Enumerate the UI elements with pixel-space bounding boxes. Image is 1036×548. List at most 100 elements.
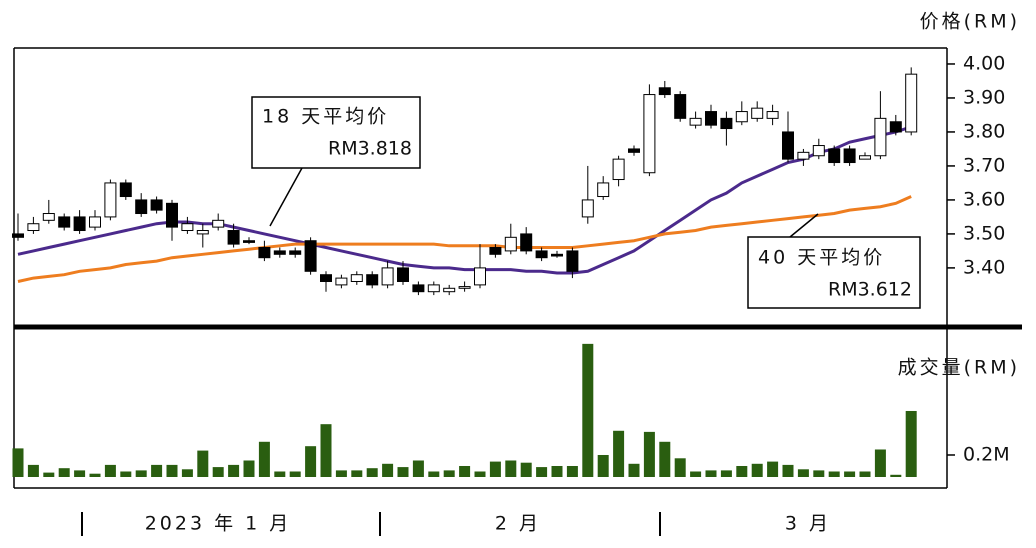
candle-body <box>612 158 625 181</box>
candle-body <box>566 250 579 272</box>
candle-body <box>42 213 55 221</box>
candle-body <box>520 233 533 252</box>
candle-body <box>474 267 486 286</box>
volume-bar <box>104 464 116 477</box>
y-tick-label: 0.2M <box>963 443 1010 465</box>
y-axis-title: 成交量(RM) <box>898 357 1020 379</box>
volume-bar <box>305 446 317 477</box>
volume-bar <box>828 471 840 477</box>
volume-bar <box>258 441 270 477</box>
volume-bar <box>474 471 486 477</box>
volume-bar <box>566 465 578 477</box>
volume-bar <box>489 461 501 477</box>
volume-bar <box>228 464 240 477</box>
candle-body <box>166 202 178 228</box>
volume-bar <box>659 441 671 477</box>
candle-body <box>843 148 856 164</box>
leader-line <box>789 213 819 238</box>
volume-bar <box>166 464 178 477</box>
candle-body <box>705 111 717 126</box>
volume-bar <box>120 471 132 477</box>
candle-body <box>720 117 733 130</box>
annotation-box <box>251 96 421 169</box>
candle-body <box>458 286 471 289</box>
volume-bar <box>428 471 440 477</box>
volume-bar <box>844 471 856 477</box>
candle-body <box>674 94 687 119</box>
y-tick-label: 3.50 <box>963 222 1005 244</box>
volume-bar <box>797 469 809 477</box>
volume-bar <box>720 470 732 477</box>
candle-body <box>535 250 548 259</box>
candle-body <box>874 117 887 157</box>
volume-bar <box>212 467 224 477</box>
volume-bar <box>151 464 163 477</box>
candle-body <box>812 145 825 157</box>
volume-bar <box>505 460 517 477</box>
candle-body <box>905 73 918 133</box>
candle-body <box>89 216 101 228</box>
candle-body <box>73 216 86 232</box>
volume-bar <box>859 471 871 477</box>
candle-body <box>443 287 456 293</box>
volume-bar <box>382 463 394 477</box>
candle-body <box>150 199 163 211</box>
volume-bar <box>74 470 86 477</box>
volume-bar <box>582 343 594 477</box>
candle-body <box>797 151 810 160</box>
x-label: 2023 年 1 月 <box>145 513 292 535</box>
candle-body <box>335 277 348 286</box>
candle-body <box>135 199 148 215</box>
candle-body <box>320 274 332 282</box>
volume-bar <box>58 468 70 477</box>
candle-body <box>27 223 40 232</box>
candle-body <box>581 199 594 218</box>
candle-body <box>119 182 132 198</box>
volume-bar <box>12 448 24 477</box>
candle-body <box>889 121 902 133</box>
candle-body <box>427 284 440 293</box>
volume-bar <box>412 460 424 477</box>
volume-bar <box>520 462 532 477</box>
volume-bar <box>274 471 286 477</box>
volume-bar <box>597 454 609 477</box>
volume-bar <box>443 470 455 477</box>
y-axis-title: 价格(RM) <box>920 11 1020 33</box>
candle-body <box>551 253 563 257</box>
y-tick-label: 3.70 <box>963 154 1005 176</box>
candle-body <box>181 223 194 232</box>
volume-bar <box>243 460 255 477</box>
annotation: 40 天平均价 <box>758 247 885 269</box>
volume-bar <box>89 473 101 477</box>
y-tick-label: 3.80 <box>963 120 1005 142</box>
volume-bar <box>782 464 794 477</box>
volume-bar <box>643 431 655 477</box>
candle-body <box>643 94 656 174</box>
volume-bar <box>890 474 902 477</box>
candle-body <box>227 230 240 245</box>
candle-body <box>828 148 841 164</box>
annotation: RM3.818 <box>328 138 412 160</box>
y-tick-label: 4.00 <box>963 52 1005 74</box>
candle-body <box>859 155 871 160</box>
candle-body <box>381 267 394 286</box>
volume-bar <box>289 471 301 477</box>
y-tick-label: 3.60 <box>963 188 1005 210</box>
candle-body <box>782 131 794 160</box>
annotation: RM3.612 <box>828 279 912 301</box>
volume-bar <box>813 470 825 477</box>
volume-bar <box>335 470 347 477</box>
candle-body <box>12 233 24 238</box>
volume-bar <box>874 449 886 477</box>
candle-body <box>766 111 779 119</box>
candle-body <box>658 87 671 96</box>
y-tick-label: 3.40 <box>963 256 1005 278</box>
candle-body <box>366 274 379 286</box>
annotation-box <box>747 236 921 309</box>
volume-bar <box>905 410 917 477</box>
candle-body <box>504 236 517 252</box>
volume-bar <box>674 458 686 477</box>
volume-bar <box>767 461 779 477</box>
x-label: 2 月 <box>495 513 541 535</box>
